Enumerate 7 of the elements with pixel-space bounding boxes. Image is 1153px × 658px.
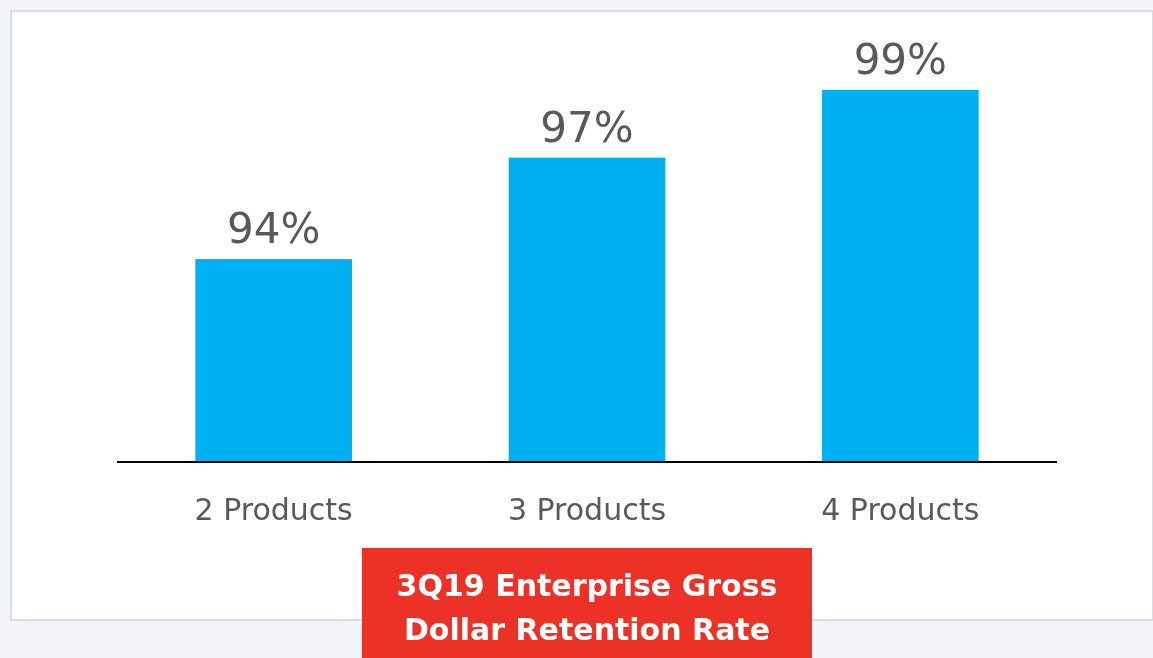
data-label: 99% (853, 35, 948, 84)
x-tick-label: 4 Products (821, 492, 980, 527)
x-tick-label: 2 Products (194, 492, 353, 527)
x-tick-label: 3 Products (507, 492, 667, 527)
data-label: 97% (540, 102, 634, 152)
text: 3Q19 Enterprise Gross Dollar Retention Rate (396, 568, 778, 647)
data-label: 94% (226, 204, 321, 254)
